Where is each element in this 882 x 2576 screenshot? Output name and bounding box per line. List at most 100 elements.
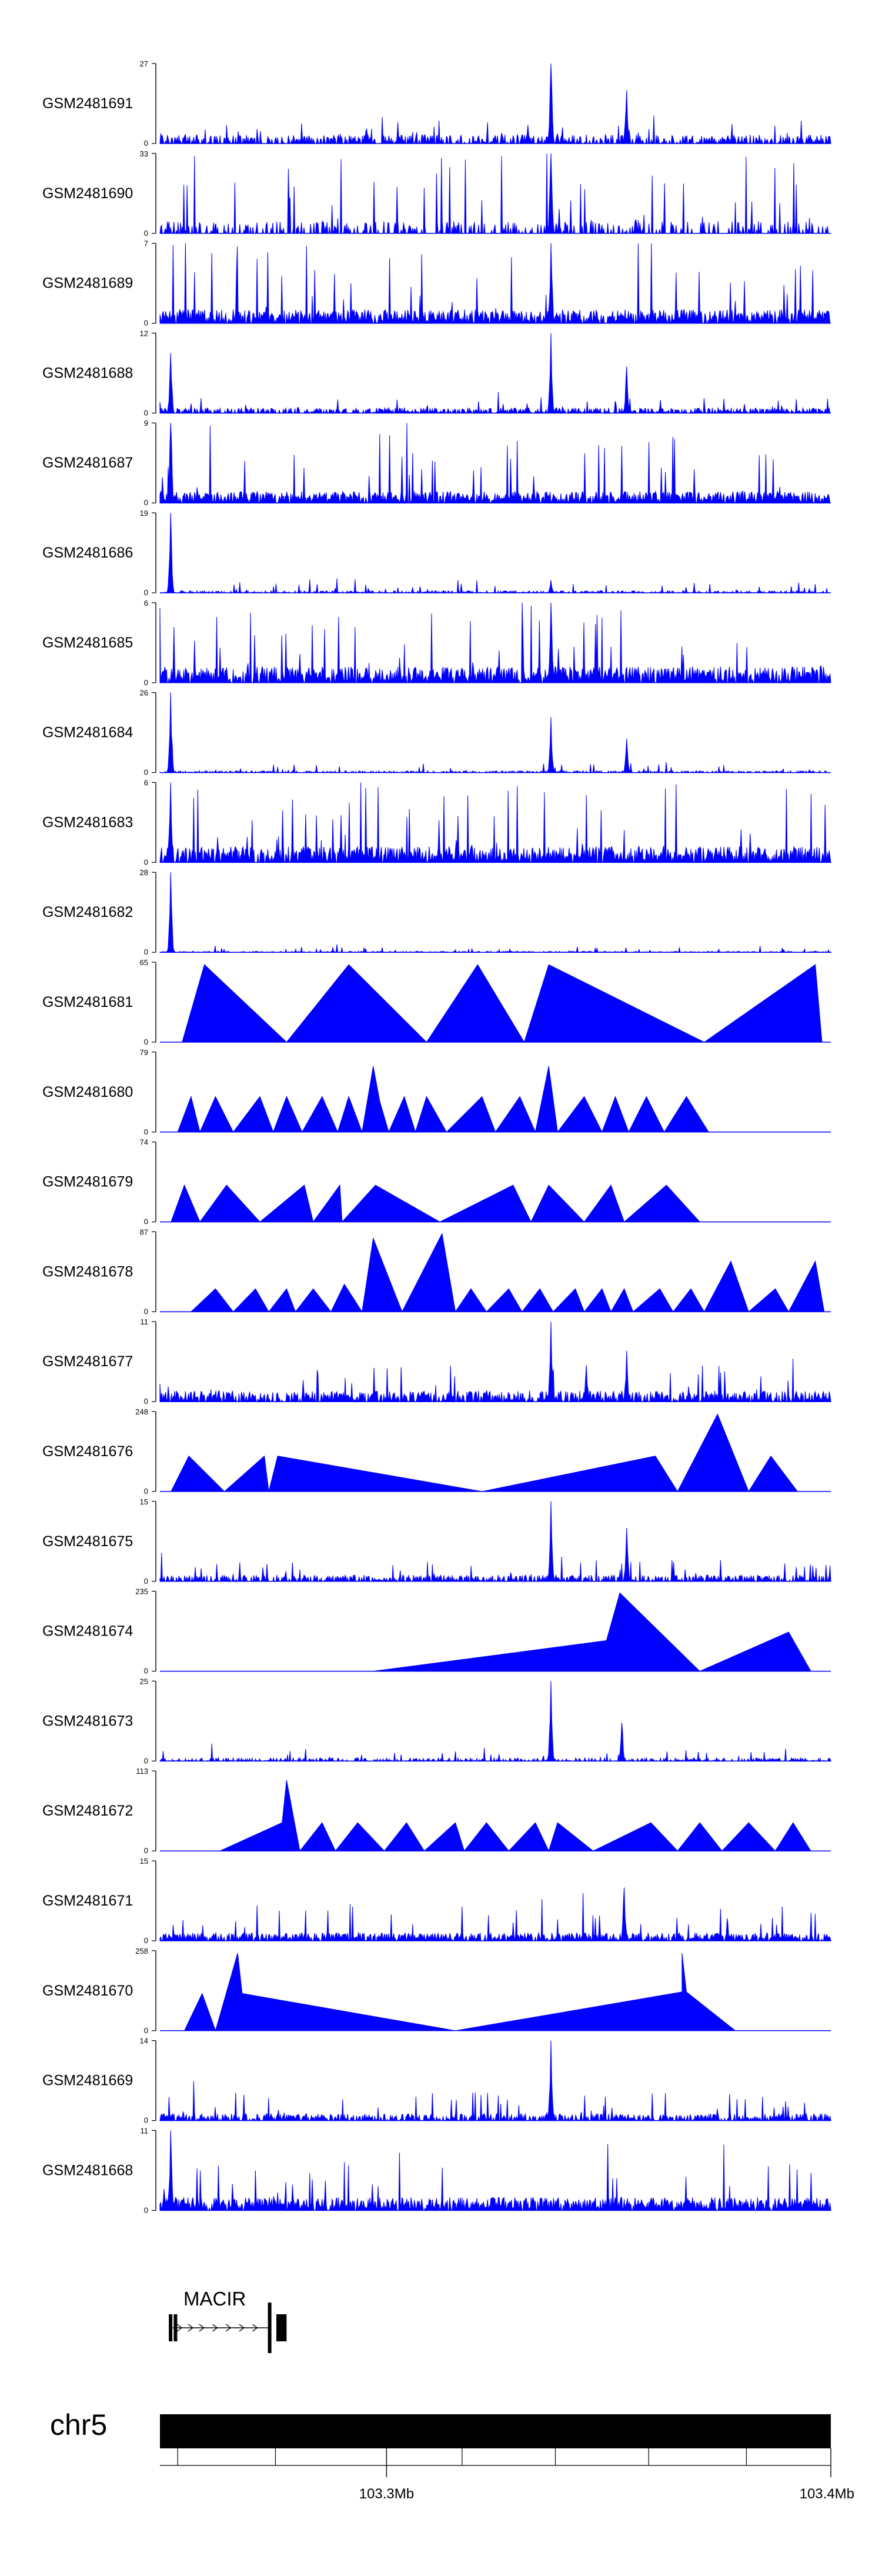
strand-chevron [176,2324,183,2332]
ymax-label: 15 [140,1857,148,1866]
track-GSM2481672: GSM2481672 113 0 [42,1767,831,1855]
ymax-label: 9 [144,419,148,428]
ymax-label: 27 [140,59,148,68]
ymin-label: 0 [144,1936,148,1945]
track-GSM2481690: GSM2481690 33 0 [42,149,831,238]
signal-area [159,1322,831,1403]
track-GSM2481682: GSM2481682 28 0 [42,868,832,956]
track-GSM2481676: GSM2481676 248 0 [42,1407,831,1496]
ymax-label: 12 [140,329,148,338]
ymin-label: 0 [144,1397,148,1406]
ymax-label: 33 [140,149,148,158]
ymin-label: 0 [144,1577,148,1586]
track-label: GSM2481677 [42,1353,133,1370]
signal-area [182,964,823,1043]
track-label: GSM2481668 [42,2162,133,2178]
track-label: GSM2481670 [42,1983,133,1999]
track-GSM2481681: GSM2481681 65 0 [42,958,831,1046]
track-GSM2481674: GSM2481674 235 0 [42,1587,831,1676]
ymax-label: 6 [144,599,148,608]
gene-annotation-track: MACIR [169,2288,287,2353]
signal-area [159,153,831,235]
signal-area [177,1066,710,1133]
track-GSM2481675: GSM2481675 15 0 [42,1497,831,1586]
signal-area [171,1413,799,1493]
signal-tracks: GSM2481691270GSM2481690330GSM248168970GS… [42,59,832,2214]
ymin-label: 0 [144,1487,148,1496]
track-GSM2481668: GSM2481668 11 0 [42,2126,831,2214]
strand-chevron [188,2324,194,2332]
ymin-label: 0 [144,768,148,777]
track-label: GSM2481679 [42,1174,133,1190]
track-label: GSM2481690 [42,185,133,202]
track-GSM2481671: GSM2481671 15 0 [42,1857,831,1945]
gene-exon [276,2314,287,2341]
strand-chevron [239,2324,245,2332]
signal-area [159,63,831,145]
ymin-label: 0 [144,1037,148,1046]
track-GSM2481683: GSM2481683 6 0 [42,778,831,866]
ymax-label: 7 [144,239,148,248]
ymin-label: 0 [144,2205,148,2214]
ymin-label: 0 [144,1756,148,1765]
ymax-label: 26 [140,689,148,698]
track-label: GSM2481675 [42,1533,133,1550]
ymax-label: 113 [136,1767,148,1776]
signal-area [160,512,831,594]
strand-chevron [225,2324,232,2332]
track-GSM2481677: GSM2481677 11 0 [42,1317,831,1406]
ymin-label: 0 [144,857,148,866]
ymin-label: 0 [144,139,148,148]
gene-exon [268,2303,272,2353]
track-label: GSM2481678 [42,1263,133,1280]
track-label: GSM2481683 [42,814,133,830]
track-GSM2481689: GSM2481689 7 0 [42,239,831,328]
ymax-label: 87 [140,1227,148,1236]
ymax-label: 15 [140,1497,148,1506]
track-GSM2481670: GSM2481670 258 0 [42,1947,831,2035]
ymin-label: 0 [144,2026,148,2035]
track-label: GSM2481688 [42,365,133,381]
ymin-label: 0 [144,1127,148,1136]
track-label: GSM2481672 [42,1803,133,1819]
track-GSM2481679: GSM2481679 74 0 [42,1138,831,1226]
track-label: GSM2481673 [42,1713,133,1729]
track-label: GSM2481674 [42,1623,133,1640]
ymax-label: 74 [140,1138,148,1147]
signal-area [373,1592,811,1672]
ymax-label: 65 [140,958,148,967]
signal-area [159,243,831,324]
track-label: GSM2481685 [42,635,133,651]
signal-area [159,872,832,953]
ymax-label: 235 [135,1587,148,1596]
signal-area [159,1681,831,1763]
ymax-label: 258 [135,1947,148,1956]
track-label: GSM2481689 [42,275,133,292]
signal-area [159,423,831,505]
track-label: GSM2481676 [42,1443,133,1460]
signal-area [159,1501,831,1583]
chromosome-label: chr5 [50,2408,107,2441]
ymin-label: 0 [144,319,148,328]
signal-area [219,1780,811,1852]
chromosome-bar [160,2414,831,2448]
track-GSM2481673: GSM2481673 25 0 [42,1677,831,1765]
ymin-label: 0 [144,2116,148,2125]
signal-area [190,1232,825,1313]
ymax-label: 6 [144,778,148,787]
strand-chevron [199,2324,205,2332]
gene-exon [173,2314,178,2341]
signal-area [159,333,831,415]
ymin-label: 0 [144,1667,148,1676]
ymin-label: 0 [144,229,148,238]
ymax-label: 11 [141,2126,149,2135]
ymax-label: 28 [140,868,148,877]
signal-area [159,2130,831,2212]
strand-chevron [252,2324,258,2332]
track-label: GSM2481669 [42,2073,133,2089]
ymin-label: 0 [144,947,148,956]
track-label: GSM2481671 [42,1893,133,1909]
ymax-label: 14 [140,2037,148,2046]
track-GSM2481691: GSM2481691 27 0 [42,59,831,148]
